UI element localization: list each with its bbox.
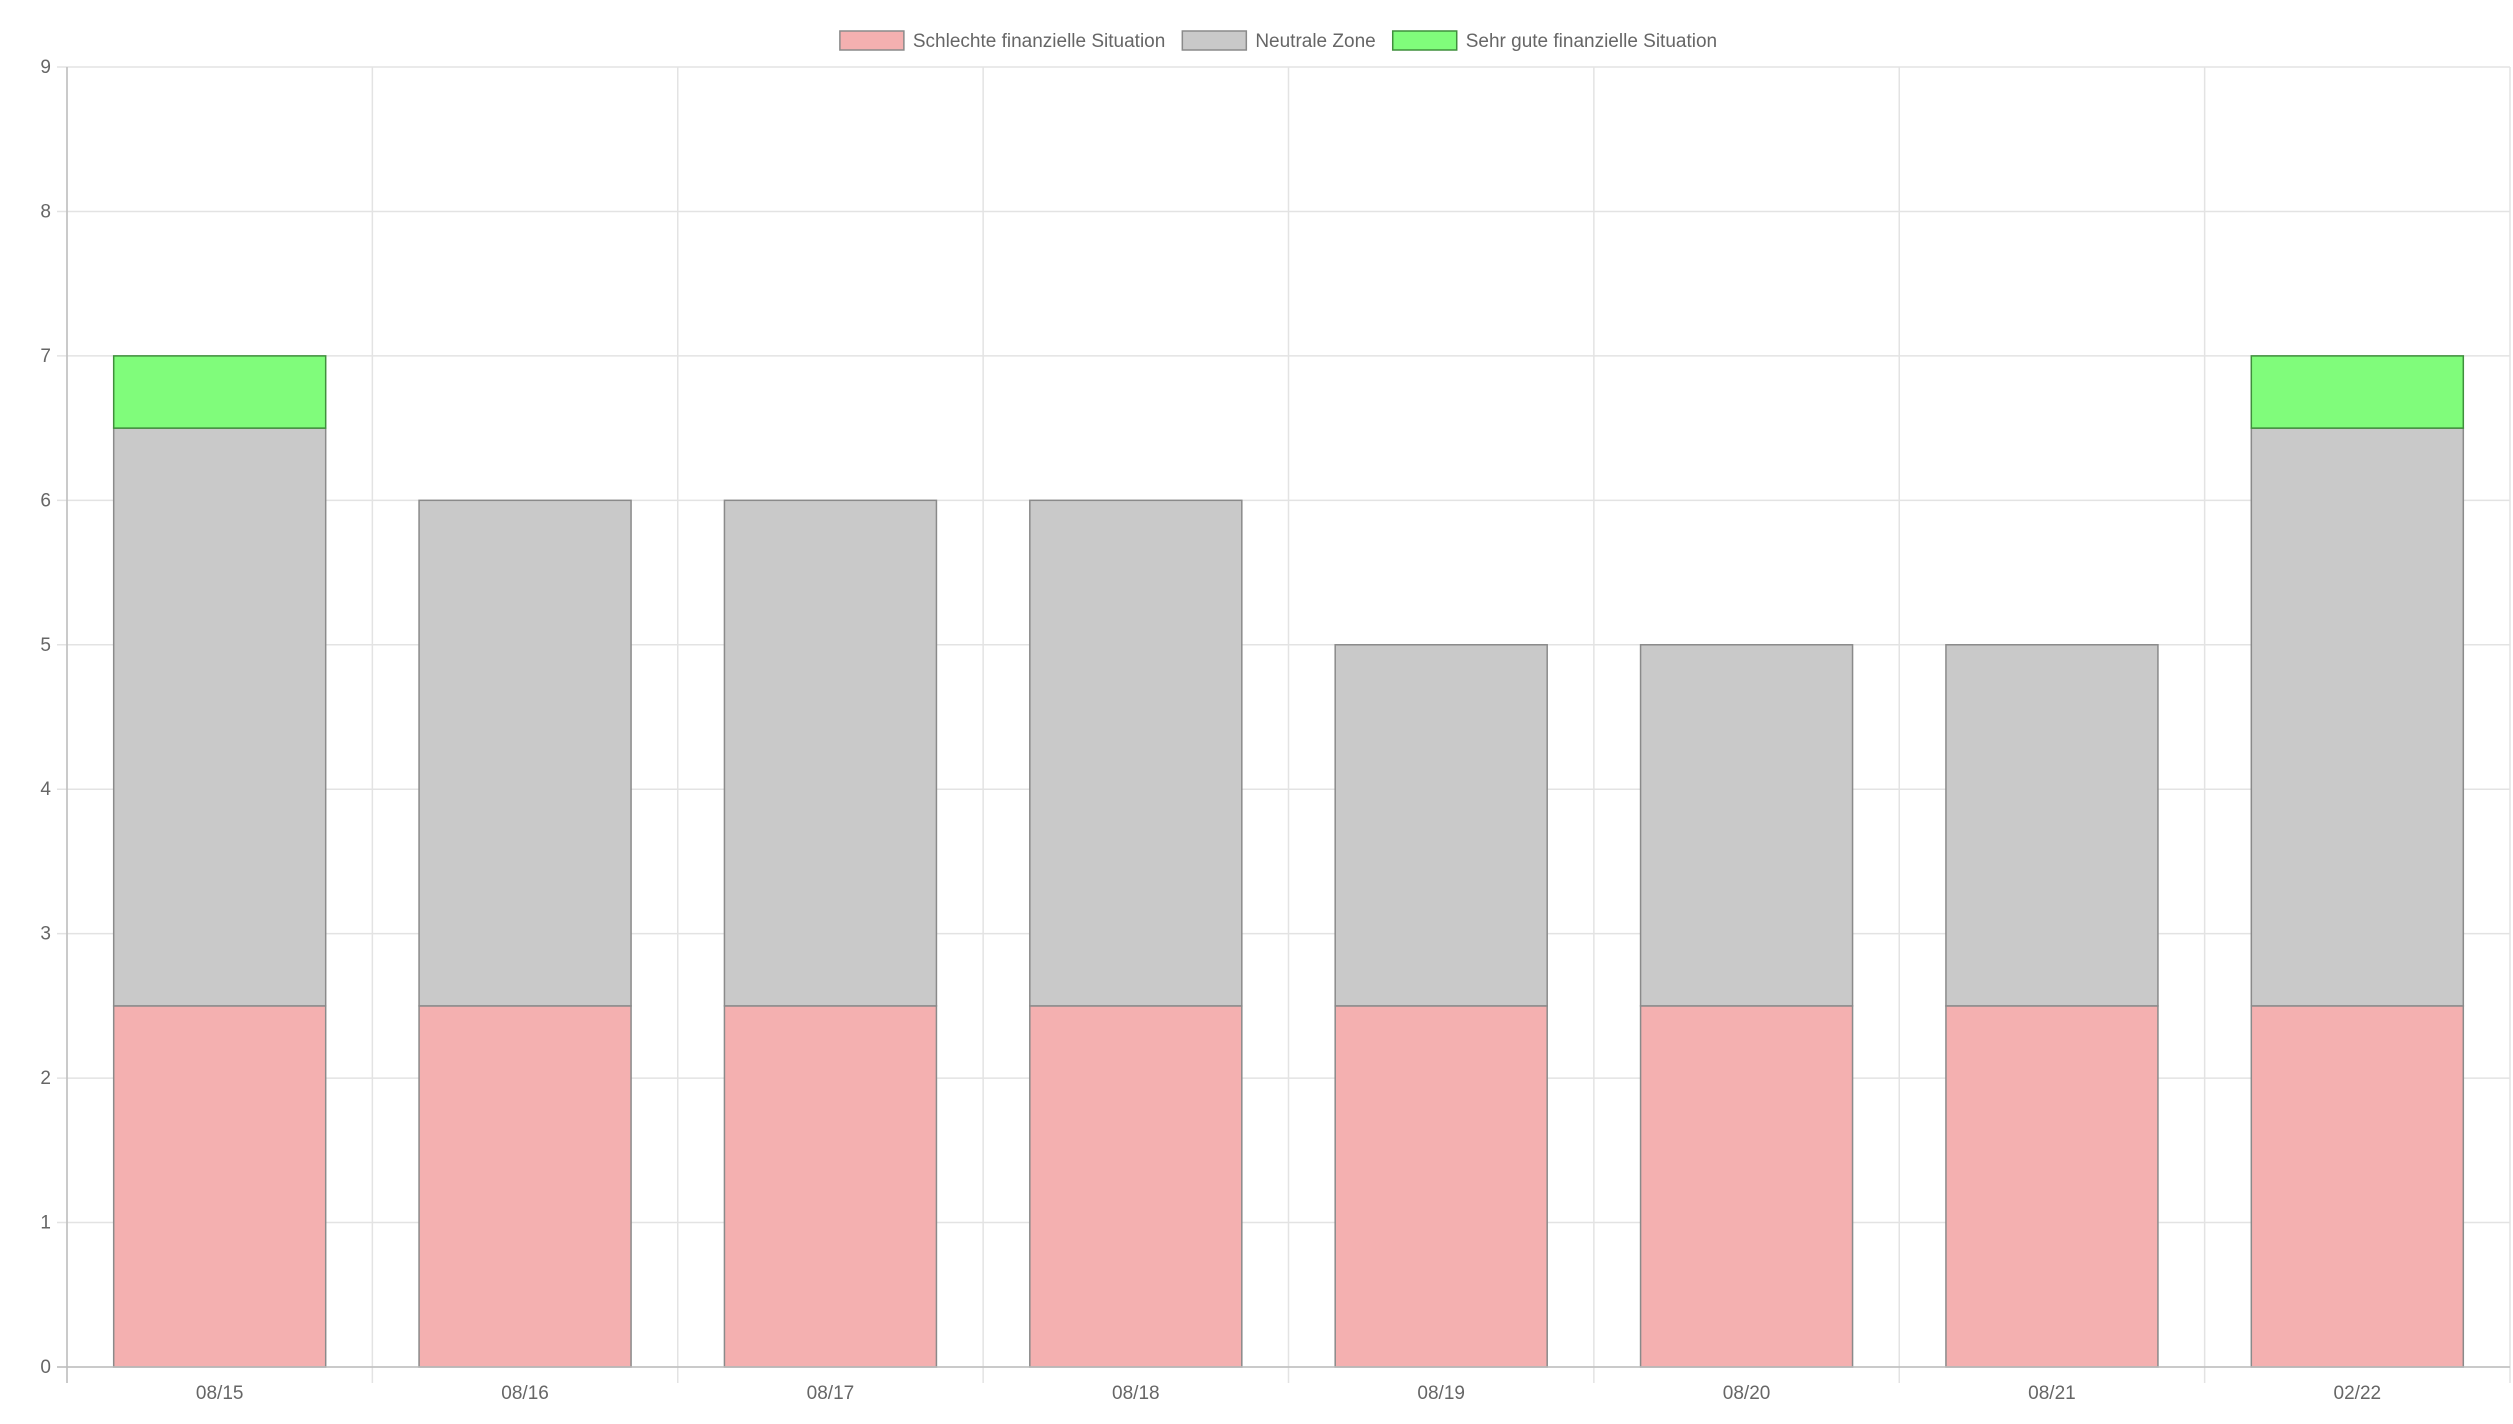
- y-tick-label: 6: [40, 490, 51, 511]
- x-tick-label: 08/16: [501, 1383, 549, 1404]
- x-tick-label: 08/20: [1723, 1383, 1771, 1404]
- legend-label: Schlechte finanzielle Situation: [913, 31, 1165, 52]
- y-tick-label: 4: [40, 779, 51, 800]
- y-tick-label: 3: [40, 924, 51, 945]
- bar-segment-sehr-gut[interactable]: [2250, 355, 2465, 429]
- y-tick-label: 5: [40, 635, 51, 656]
- bar-segment-schlecht[interactable]: [1029, 1005, 1243, 1368]
- legend-item-neutral[interactable]: Neutrale Zone: [1181, 30, 1376, 52]
- bar-segment-sehr-gut[interactable]: [112, 355, 327, 429]
- y-tick-label: 1: [40, 1213, 51, 1234]
- x-tick-label: 02/22: [2334, 1383, 2382, 1404]
- y-tick-label: 8: [40, 201, 51, 222]
- legend-label: Sehr gute finanzielle Situation: [1466, 31, 1717, 52]
- x-tick-label: 08/18: [1112, 1383, 1160, 1404]
- bar-segment-schlecht[interactable]: [1639, 1005, 1854, 1368]
- bar-segment-schlecht[interactable]: [1945, 1005, 2159, 1368]
- bars: [112, 355, 2465, 1368]
- legend-swatch: [839, 30, 905, 51]
- x-tick-label: 08/19: [1417, 1383, 1465, 1404]
- legend-label: Neutrale Zone: [1255, 31, 1375, 52]
- bar-segment-schlecht[interactable]: [1334, 1005, 1548, 1368]
- x-tick-label: 08/15: [196, 1383, 244, 1404]
- x-tick-label: 08/17: [807, 1383, 855, 1404]
- legend-item-schlecht[interactable]: Schlechte finanzielle Situation: [839, 30, 1165, 52]
- x-axis-ticks: 08/15 08/16 08/17 08/18 08/19 08/20 08/21 02/22: [196, 1383, 2381, 1404]
- y-tick-label: 2: [40, 1068, 51, 1089]
- bar-segment-neutral[interactable]: [1334, 644, 1548, 1007]
- bar-segment-neutral[interactable]: [1945, 644, 2159, 1007]
- bar-segment-schlecht[interactable]: [112, 1005, 327, 1368]
- y-tick-label: 0: [40, 1357, 51, 1378]
- bar-segment-neutral[interactable]: [112, 427, 327, 1007]
- bar-segment-neutral[interactable]: [723, 499, 938, 1007]
- y-tick-label: 7: [40, 346, 51, 367]
- bar-segment-neutral[interactable]: [1029, 499, 1243, 1007]
- bar-segment-neutral[interactable]: [418, 499, 632, 1007]
- axes: [57, 67, 2510, 1383]
- bar-segment-schlecht[interactable]: [2250, 1005, 2465, 1368]
- legend-swatch: [1391, 30, 1458, 51]
- bar-segment-schlecht[interactable]: [723, 1005, 938, 1368]
- bar-segment-neutral[interactable]: [1639, 644, 1854, 1007]
- bar-segment-schlecht[interactable]: [418, 1005, 632, 1368]
- x-tick-label: 08/21: [2028, 1383, 2076, 1404]
- bar-segment-neutral[interactable]: [2250, 427, 2465, 1007]
- y-axis-ticks: 0 1 2 3 4 5 6 7 8 9: [40, 57, 51, 1378]
- legend[interactable]: Schlechte finanzielle Situation Neutrale …: [839, 30, 1717, 52]
- legend-item-sehr-gut[interactable]: Sehr gute finanzielle Situation: [1391, 30, 1717, 52]
- y-tick-label: 9: [40, 57, 51, 78]
- legend-swatch: [1181, 30, 1248, 51]
